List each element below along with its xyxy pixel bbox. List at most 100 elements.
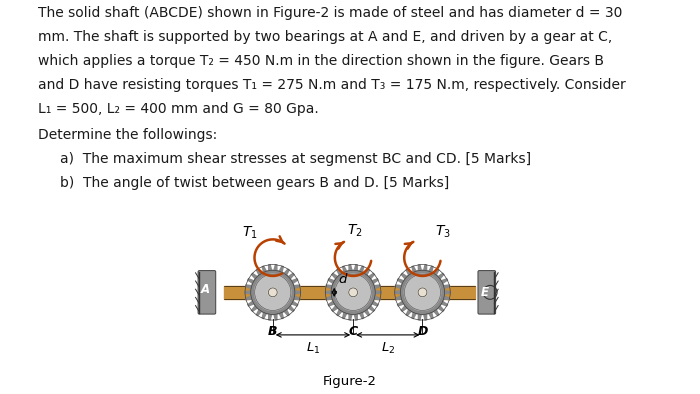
Polygon shape <box>294 285 300 288</box>
Polygon shape <box>284 310 289 316</box>
Polygon shape <box>441 279 447 283</box>
Text: mm. The shaft is supported by two bearings at A and E, and driven by a gear at C: mm. The shaft is supported by two bearin… <box>38 30 612 44</box>
Polygon shape <box>269 314 272 320</box>
Text: $d$: $d$ <box>338 272 349 286</box>
Polygon shape <box>279 266 284 272</box>
Polygon shape <box>332 306 337 311</box>
Polygon shape <box>419 265 421 271</box>
Polygon shape <box>245 291 251 294</box>
Text: D: D <box>417 325 428 338</box>
Circle shape <box>335 274 371 310</box>
Polygon shape <box>374 285 380 288</box>
Circle shape <box>251 270 295 314</box>
Polygon shape <box>429 312 433 318</box>
Polygon shape <box>349 314 352 320</box>
Circle shape <box>418 288 427 297</box>
Polygon shape <box>412 312 416 318</box>
Polygon shape <box>246 285 252 288</box>
Polygon shape <box>279 312 284 318</box>
Polygon shape <box>332 273 337 279</box>
Text: a)  The maximum shear stresses at segmenst BC and CD. [5 Marks]: a) The maximum shear stresses at segmens… <box>60 152 531 166</box>
Text: which applies a torque T₂ = 450 N.m in the direction shown in the figure. Gears : which applies a torque T₂ = 450 N.m in t… <box>38 54 605 68</box>
Polygon shape <box>292 279 298 283</box>
Polygon shape <box>251 306 258 311</box>
Polygon shape <box>288 306 294 311</box>
Circle shape <box>349 288 358 297</box>
Polygon shape <box>256 310 262 316</box>
Polygon shape <box>248 301 254 306</box>
Text: $T_1$: $T_1$ <box>242 225 258 241</box>
Polygon shape <box>294 296 300 300</box>
Polygon shape <box>262 266 266 272</box>
Text: $T_2$: $T_2$ <box>347 223 363 240</box>
Polygon shape <box>360 266 364 272</box>
Text: and D have resisting torques T₁ = 275 N.m and T₃ = 175 N.m, respectively. Consid: and D have resisting torques T₁ = 275 N.… <box>38 78 626 92</box>
Polygon shape <box>372 279 378 283</box>
FancyBboxPatch shape <box>478 271 496 314</box>
Text: C: C <box>349 325 358 338</box>
Polygon shape <box>395 285 402 288</box>
Polygon shape <box>246 296 252 300</box>
Text: B: B <box>268 325 277 338</box>
Polygon shape <box>374 296 380 300</box>
Polygon shape <box>284 269 289 275</box>
Text: b)  The angle of twist between gears B and D. [5 Marks]: b) The angle of twist between gears B an… <box>60 177 449 190</box>
Polygon shape <box>274 265 277 271</box>
Circle shape <box>255 274 291 310</box>
Polygon shape <box>434 310 439 316</box>
Text: Figure-2: Figure-2 <box>323 375 377 388</box>
Polygon shape <box>398 279 404 283</box>
Polygon shape <box>429 266 433 272</box>
Polygon shape <box>365 310 370 316</box>
Text: The solid shaft (ABCDE) shown in Figure-2 is made of steel and has diameter d = : The solid shaft (ABCDE) shown in Figure-… <box>38 6 623 20</box>
Polygon shape <box>342 312 346 318</box>
Polygon shape <box>424 314 426 320</box>
Polygon shape <box>326 285 332 288</box>
Text: E: E <box>480 286 489 299</box>
Polygon shape <box>401 306 407 311</box>
Polygon shape <box>372 301 378 306</box>
Circle shape <box>331 270 375 314</box>
Polygon shape <box>401 273 407 279</box>
Polygon shape <box>406 269 411 275</box>
Polygon shape <box>444 296 449 300</box>
Text: $L_1$: $L_1$ <box>306 341 320 356</box>
Polygon shape <box>398 301 404 306</box>
Polygon shape <box>326 291 331 294</box>
Text: $L_2$: $L_2$ <box>381 341 395 356</box>
Polygon shape <box>444 291 450 294</box>
Polygon shape <box>337 269 342 275</box>
FancyBboxPatch shape <box>198 271 216 314</box>
Bar <box>224 286 475 299</box>
Polygon shape <box>328 279 335 283</box>
Polygon shape <box>395 296 402 300</box>
Polygon shape <box>354 314 357 320</box>
Text: Determine the followings:: Determine the followings: <box>38 128 218 142</box>
Polygon shape <box>444 285 449 288</box>
Polygon shape <box>441 301 447 306</box>
Circle shape <box>405 274 440 310</box>
Polygon shape <box>395 291 400 294</box>
Text: A: A <box>201 283 210 296</box>
Polygon shape <box>434 269 439 275</box>
Text: $T_3$: $T_3$ <box>435 224 451 240</box>
Polygon shape <box>328 301 335 306</box>
Polygon shape <box>262 312 266 318</box>
Polygon shape <box>342 266 346 272</box>
Polygon shape <box>406 310 411 316</box>
Circle shape <box>268 288 277 297</box>
Polygon shape <box>412 266 416 272</box>
Polygon shape <box>295 291 300 294</box>
Polygon shape <box>251 273 258 279</box>
Polygon shape <box>354 265 357 271</box>
Polygon shape <box>248 279 254 283</box>
Polygon shape <box>419 314 421 320</box>
Polygon shape <box>269 265 272 271</box>
Polygon shape <box>365 269 370 275</box>
Polygon shape <box>375 291 381 294</box>
Polygon shape <box>256 269 262 275</box>
Polygon shape <box>438 273 444 279</box>
Polygon shape <box>326 296 332 300</box>
Polygon shape <box>292 301 298 306</box>
Polygon shape <box>438 306 444 311</box>
